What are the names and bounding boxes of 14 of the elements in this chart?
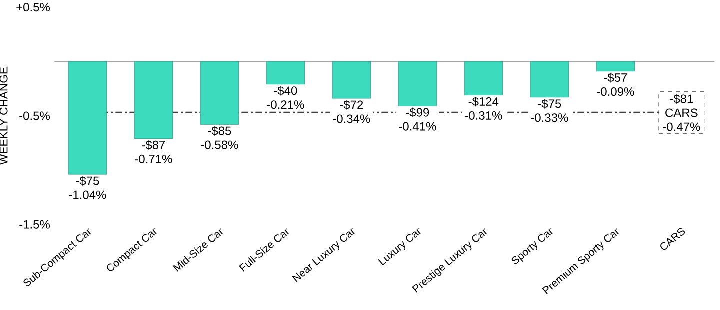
y-tick-label: +0.5% xyxy=(16,3,50,12)
data-label: -$99 -0.41% xyxy=(399,108,436,131)
y-axis-title: WEEKLY CHANGE xyxy=(0,67,8,165)
data-label: -$57 -0.09% xyxy=(597,73,634,96)
data-label: -$72 -0.34% xyxy=(333,100,370,124)
data-label: -$75 -1.04% xyxy=(69,176,106,200)
data-label: -$40 -0.21% xyxy=(267,86,304,110)
data-label: -$75 -0.33% xyxy=(531,99,568,122)
data-label: -$124 -0.31% xyxy=(465,96,502,120)
y-tick-label: -1.5% xyxy=(20,220,50,229)
y-tick-label: -0.5% xyxy=(20,112,50,120)
data-label: -$87 -0.71% xyxy=(135,140,172,164)
ref-line-label: -$81 CARS -0.47% xyxy=(663,94,700,132)
data-label: -$85 -0.58% xyxy=(201,126,238,150)
